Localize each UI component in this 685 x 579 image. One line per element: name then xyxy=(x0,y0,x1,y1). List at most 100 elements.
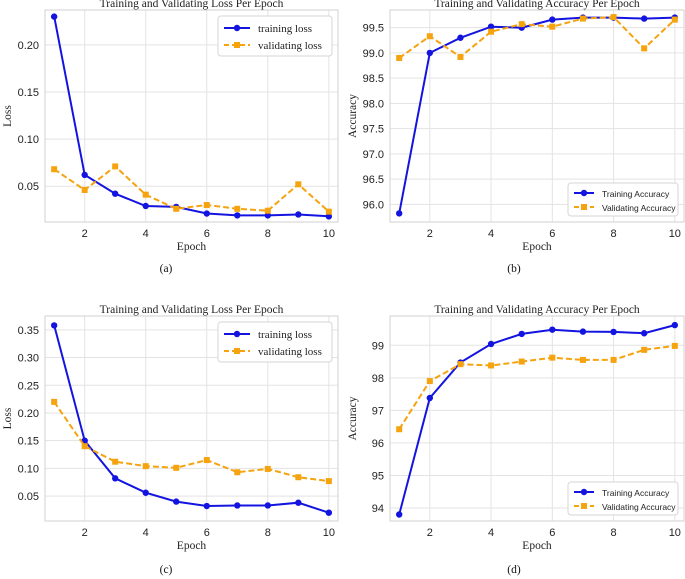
y-tick-label: 99.5 xyxy=(363,23,384,35)
series-training xyxy=(50,13,333,220)
legend-label: Training Accuracy xyxy=(602,488,670,498)
x-tick-label: 10 xyxy=(323,527,335,539)
data-point xyxy=(51,166,58,173)
x-tick-label: 8 xyxy=(265,527,271,539)
data-point xyxy=(142,463,149,470)
data-point xyxy=(457,361,464,368)
x-axis-label: Epoch xyxy=(177,540,207,552)
plot-frame xyxy=(389,9,685,223)
x-tick-label: 6 xyxy=(204,527,210,539)
data-point xyxy=(173,205,180,212)
data-point xyxy=(518,21,525,28)
data-point xyxy=(549,326,556,333)
data-point xyxy=(51,398,58,405)
chart-title: Training and Validating Accuracy Per Epo… xyxy=(434,304,640,316)
legend: training loss validating loss xyxy=(217,321,333,363)
data-point xyxy=(488,362,495,369)
data-point xyxy=(640,330,648,337)
data-point xyxy=(203,210,210,217)
data-point xyxy=(395,210,403,217)
x-tick-label: 8 xyxy=(611,527,617,539)
plot-frame xyxy=(44,9,339,223)
legend-marker xyxy=(233,330,241,338)
data-point xyxy=(518,358,525,365)
legend-label: training loss xyxy=(258,329,312,341)
y-tick-label: 0.30 xyxy=(18,353,39,365)
y-tick-label: 99 xyxy=(372,340,384,352)
data-point xyxy=(325,509,333,516)
legend-marker xyxy=(580,189,588,197)
x-tick-label: 10 xyxy=(323,228,335,240)
data-point xyxy=(641,346,648,353)
y-tick-label: 0.25 xyxy=(18,380,39,392)
x-axis-label: Epoch xyxy=(177,241,207,253)
series-training xyxy=(50,322,333,516)
data-point xyxy=(50,13,58,20)
legend-box xyxy=(217,15,333,57)
series-line xyxy=(53,401,329,483)
data-point xyxy=(579,356,586,363)
legend: Training Accuracy Validating Accuracy xyxy=(567,481,679,516)
data-point xyxy=(142,202,149,210)
data-point xyxy=(264,207,271,214)
data-point xyxy=(142,489,149,496)
data-point xyxy=(264,212,272,219)
data-point xyxy=(396,54,403,61)
legend-marker xyxy=(581,503,587,509)
data-point xyxy=(426,378,433,385)
data-point xyxy=(295,211,302,218)
panel-caption: (b) xyxy=(507,263,521,275)
data-point xyxy=(610,328,617,336)
data-point xyxy=(295,181,302,188)
data-point xyxy=(671,342,678,349)
legend-marker xyxy=(234,42,240,48)
x-tick-label: 4 xyxy=(488,527,494,539)
legend-label: Validating Accuracy xyxy=(602,203,676,213)
series-validating xyxy=(396,14,678,61)
series-line xyxy=(53,325,330,514)
y-tick-label: 97.0 xyxy=(363,149,384,161)
y-tick-label: 0.05 xyxy=(18,491,39,503)
y-tick-label: 98.0 xyxy=(363,98,384,110)
data-point xyxy=(81,443,88,450)
chart-panel-b: Training and Validating Accuracy Per Epo… xyxy=(347,0,685,275)
y-tick-label: 94 xyxy=(372,503,384,515)
data-point xyxy=(396,426,403,433)
data-point xyxy=(295,474,302,481)
data-point xyxy=(50,322,58,329)
data-point xyxy=(610,14,617,21)
data-point xyxy=(111,475,119,482)
data-point xyxy=(81,186,88,193)
legend-label: validating loss xyxy=(258,346,322,358)
chart-panel-a: Training and Validating Loss Per Epoch 2 4… xyxy=(2,0,339,275)
y-tick-label: 96 xyxy=(372,438,384,450)
data-point xyxy=(579,328,587,335)
series-validating xyxy=(396,342,678,433)
data-point xyxy=(112,458,119,465)
data-point xyxy=(203,202,210,209)
chart-title: Training and Validating Accuracy Per Epo… xyxy=(434,0,640,10)
data-point xyxy=(325,478,332,485)
data-point xyxy=(610,356,617,363)
x-axis-label: Epoch xyxy=(522,241,552,253)
data-point xyxy=(426,49,434,57)
x-tick-label: 4 xyxy=(488,228,494,240)
data-point xyxy=(549,23,556,30)
data-point xyxy=(264,465,271,472)
data-point xyxy=(671,16,678,23)
x-tick-label: 2 xyxy=(427,228,433,240)
y-tick-label: 99.0 xyxy=(363,48,384,60)
data-point xyxy=(203,502,210,510)
legend: Training Accuracy Validating Accuracy xyxy=(567,182,679,217)
data-point xyxy=(325,213,333,220)
data-point xyxy=(111,190,119,197)
y-tick-label: 98.5 xyxy=(363,73,384,85)
series-line xyxy=(398,324,676,515)
plot-frame xyxy=(389,315,685,522)
series-validating xyxy=(51,163,332,215)
legend-box xyxy=(567,481,679,516)
legend-label: Training Accuracy xyxy=(602,189,670,199)
data-point xyxy=(203,457,210,464)
data-point xyxy=(641,45,648,52)
